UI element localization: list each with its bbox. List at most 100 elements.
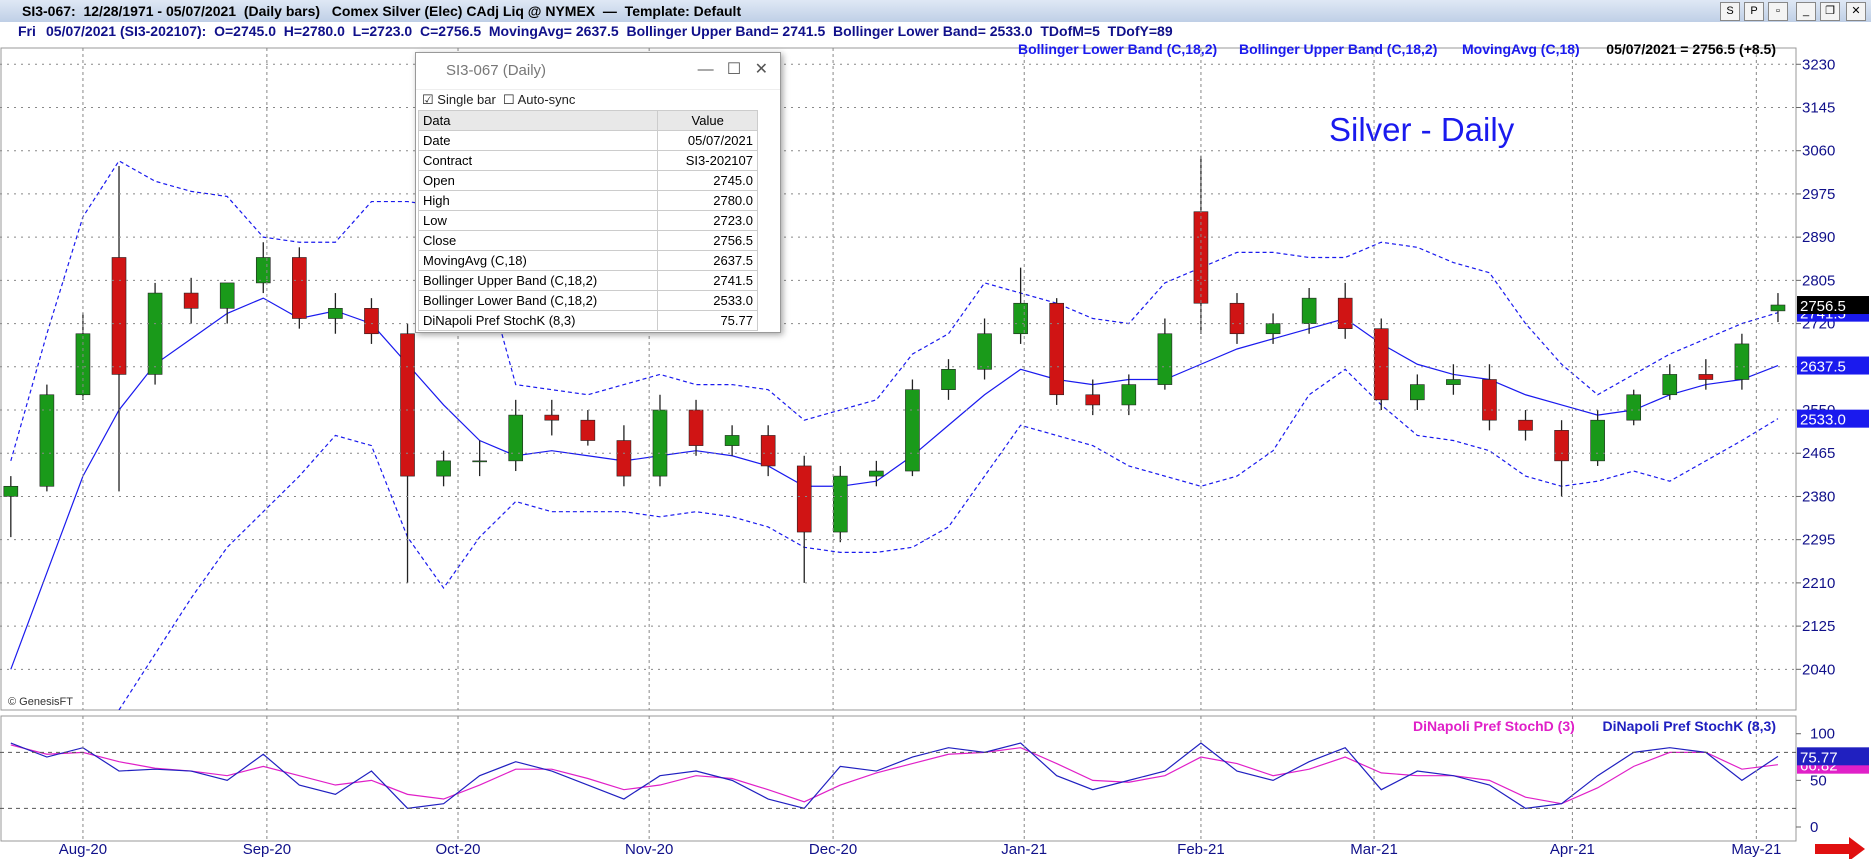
info-text: 05/07/2021 (SI3-202107): O=2745.0 H=2780… [46,23,1173,39]
value-cell: 75.77 [657,310,758,331]
day: Fri [18,23,36,39]
x-tick-label: Dec-20 [809,841,857,858]
candle-body [400,333,415,477]
candle-body [147,292,163,375]
x-tick-label: Apr-21 [1550,841,1595,858]
candle-body [1301,297,1317,324]
candle-body [472,460,487,463]
candle-body [688,409,704,446]
y-tick-label: 2380 [1802,488,1835,505]
candle-body [1410,384,1425,401]
candle-body [3,485,19,497]
candle-body [75,333,91,396]
data-row: MovingAvg (C,18) 2637.5 [417,250,758,271]
x-tick-label: Aug-20 [59,841,107,858]
value-tag [1797,296,1869,315]
candle-body [1049,302,1064,396]
label-cell: Date [417,130,659,151]
candle-body [941,369,956,390]
y-tick-label: 50 [1810,772,1827,789]
series-line [10,744,1779,805]
close-button[interactable]: ✕ [1846,2,1866,21]
candle-body [1734,343,1750,380]
candle-body [1013,302,1028,335]
candle-body [544,414,560,421]
candle-body [436,460,451,477]
data-row: Bollinger Lower Band (C,18,2) 2533.0 [417,290,758,311]
data-window-controls[interactable]: — ☐ ✕ [697,61,768,78]
candle-body [1662,374,1678,396]
stoch-layer [10,742,1779,810]
price-panel [0,47,1797,711]
label-cell: Bollinger Upper Band (C,18,2) [417,270,659,291]
minimize-button[interactable]: _ [1796,2,1816,21]
option[interactable]: Single bar [437,92,496,107]
candle-body [1770,304,1786,312]
candle-body [760,435,776,467]
candle-body [1518,419,1533,431]
data-row: Low 2723.0 [417,210,758,231]
scroll-arrow [1815,837,1865,859]
header: Value [657,110,758,131]
legend-entry: Bollinger Lower Band (C,18,2) [1018,41,1217,57]
candle-body [1121,384,1137,406]
chart-title: Silver - Daily [1329,111,1515,148]
pin-button[interactable]: ▫ [1768,2,1788,21]
candle-body [1265,323,1281,335]
legend-entry: Bollinger Upper Band (C,18,2) [1239,41,1437,57]
value-cell: 2637.5 [657,250,758,271]
series-line [10,297,1779,670]
value-tag-label: 2533.0 [1800,412,1846,429]
y-tick-label: 3145 [1802,99,1835,116]
value-cell: 2533.0 [657,290,758,311]
y-tick-label: 2040 [1802,661,1835,678]
candle-body [977,333,992,370]
candle-body [796,465,812,533]
candle-body [292,257,307,319]
data-window-title: SI3-067 (Daily) [416,53,780,90]
label-cell: High [417,190,659,211]
label-cell: Close [417,230,659,251]
header: Data [417,110,659,131]
data-row: Contract SI3-202107 [417,150,758,171]
candle-body [1590,419,1605,462]
candle-body [219,282,235,309]
restore-button[interactable]: ❐ [1820,2,1840,21]
value-tag-label: 2637.5 [1800,359,1846,376]
y-tick-label: 2210 [1802,575,1835,592]
stoch-panel [0,715,1797,842]
value-cell: 2723.0 [657,210,758,231]
s-button[interactable]: S [1720,2,1740,21]
p-button[interactable]: P [1744,2,1764,21]
candle-body [869,470,884,477]
candle-body [1446,379,1461,385]
data-row: DiNapoli Pref StochK (8,3) 75.77 [417,310,758,331]
value-tag-label: 75.77 [1800,749,1838,766]
data-row: Bollinger Upper Band (C,18,2) 2741.5 [417,270,758,291]
series-line [10,160,1779,462]
candle-body [652,409,668,477]
option[interactable]: Auto-sync [517,92,576,107]
candle-body [183,292,199,309]
candle-body [111,257,127,375]
title-bar: SI3-067: 12/28/1971 - 05/07/2021 (Daily … [0,0,1871,22]
x-tick-label: Mar-21 [1350,841,1398,858]
legend-entry: DiNapoli Pref StochD (3) [1413,718,1575,734]
legend-entry: DiNapoli Pref StochK (8,3) [1603,718,1776,734]
value-cell: 2780.0 [657,190,758,211]
y-tick-label: 2805 [1802,272,1835,289]
legend-last: 05/07/2021 = 2756.5 (+8.5) [1606,41,1776,57]
candle-body [255,257,271,284]
candle-body [1698,374,1714,380]
value-tag [1797,356,1869,375]
window-title: SI3-067: 12/28/1971 - 05/07/2021 (Daily … [22,3,742,19]
value-cell: 2741.5 [657,270,758,291]
y-tick-label: 2975 [1802,186,1835,203]
data-window: SI3-067 (Daily) — ☐ ✕ ☑ Single bar ☐ Aut… [415,52,781,333]
info-bar: Fri 05/07/2021 (SI3-202107): O=2745.0 H=2… [0,22,1871,40]
candle-body [328,308,343,319]
label-cell: DiNapoli Pref StochK (8,3) [417,310,659,331]
candle-body [1626,394,1642,421]
candle-body [1229,302,1245,335]
